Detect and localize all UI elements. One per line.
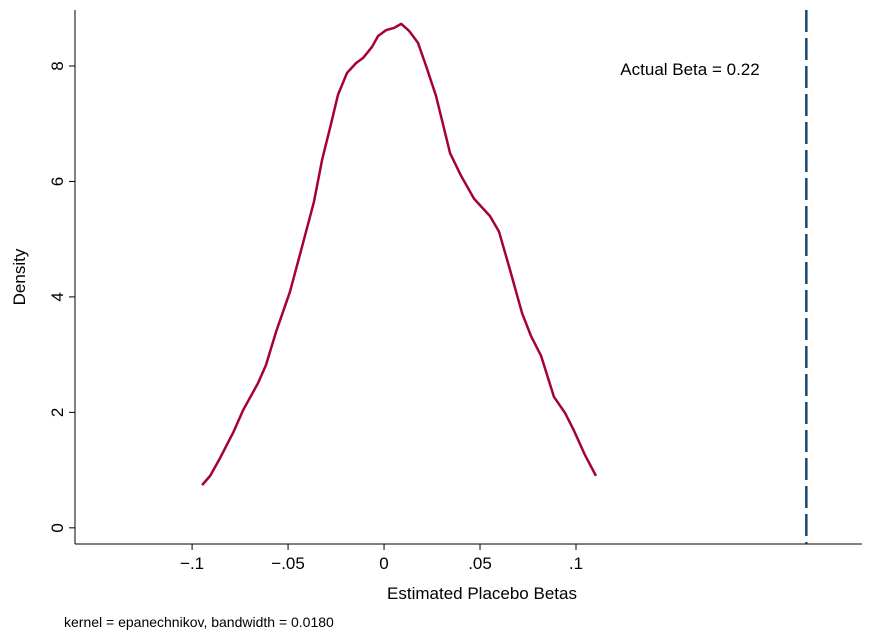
x-axis-title: Estimated Placebo Betas [387, 584, 577, 603]
y-tick-label: 0 [48, 523, 67, 532]
y-tick-label: 6 [48, 177, 67, 186]
y-tick-label: 8 [48, 61, 67, 70]
note: kernel = epanechnikov, bandwidth = 0.018… [64, 614, 334, 630]
y-axis-title: Density [10, 248, 29, 305]
density-line [201, 22, 598, 486]
y-tick-label: 2 [48, 408, 67, 417]
annotation: Actual Beta = 0.22 [620, 60, 759, 79]
y-tick-label: 4 [48, 292, 67, 301]
x-tick-label: −.1 [180, 554, 204, 573]
x-tick-label: .1 [569, 554, 583, 573]
x-tick-label: .05 [468, 554, 492, 573]
x-tick-label: −.05 [271, 554, 305, 573]
x-tick-label: 0 [379, 554, 388, 573]
